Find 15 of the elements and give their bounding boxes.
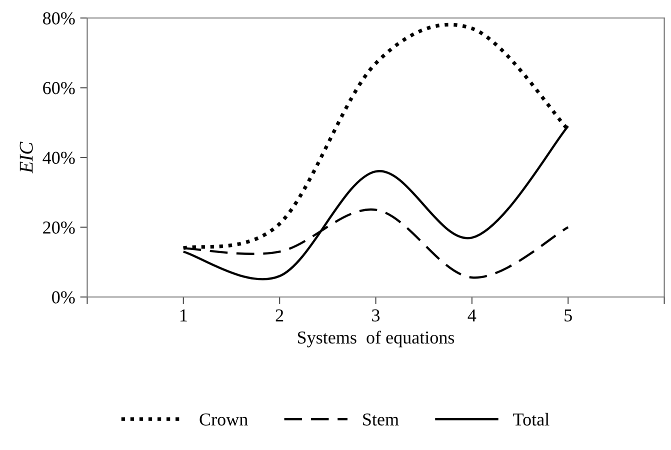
y-axis-title: EIC bbox=[20, 142, 33, 174]
y-tick-label: 0% bbox=[52, 291, 75, 304]
legend-label: Crown bbox=[200, 413, 248, 426]
x-tick-label: 4 bbox=[468, 309, 476, 322]
y-tick-label: 20% bbox=[43, 222, 75, 234]
legend-label: Total bbox=[513, 412, 550, 426]
x-axis-title: Systems of equations bbox=[298, 330, 454, 348]
y-tick-label: 60% bbox=[43, 82, 75, 94]
y-tick-label: 40% bbox=[42, 152, 75, 164]
x-tick-label: 3 bbox=[372, 309, 380, 322]
y-tick-label: 80% bbox=[43, 12, 75, 24]
x-tick-label: 2 bbox=[276, 309, 284, 322]
legend-label: Stem bbox=[363, 413, 399, 426]
x-tick-label: 5 bbox=[564, 310, 572, 322]
x-tick-label: 1 bbox=[180, 309, 187, 322]
